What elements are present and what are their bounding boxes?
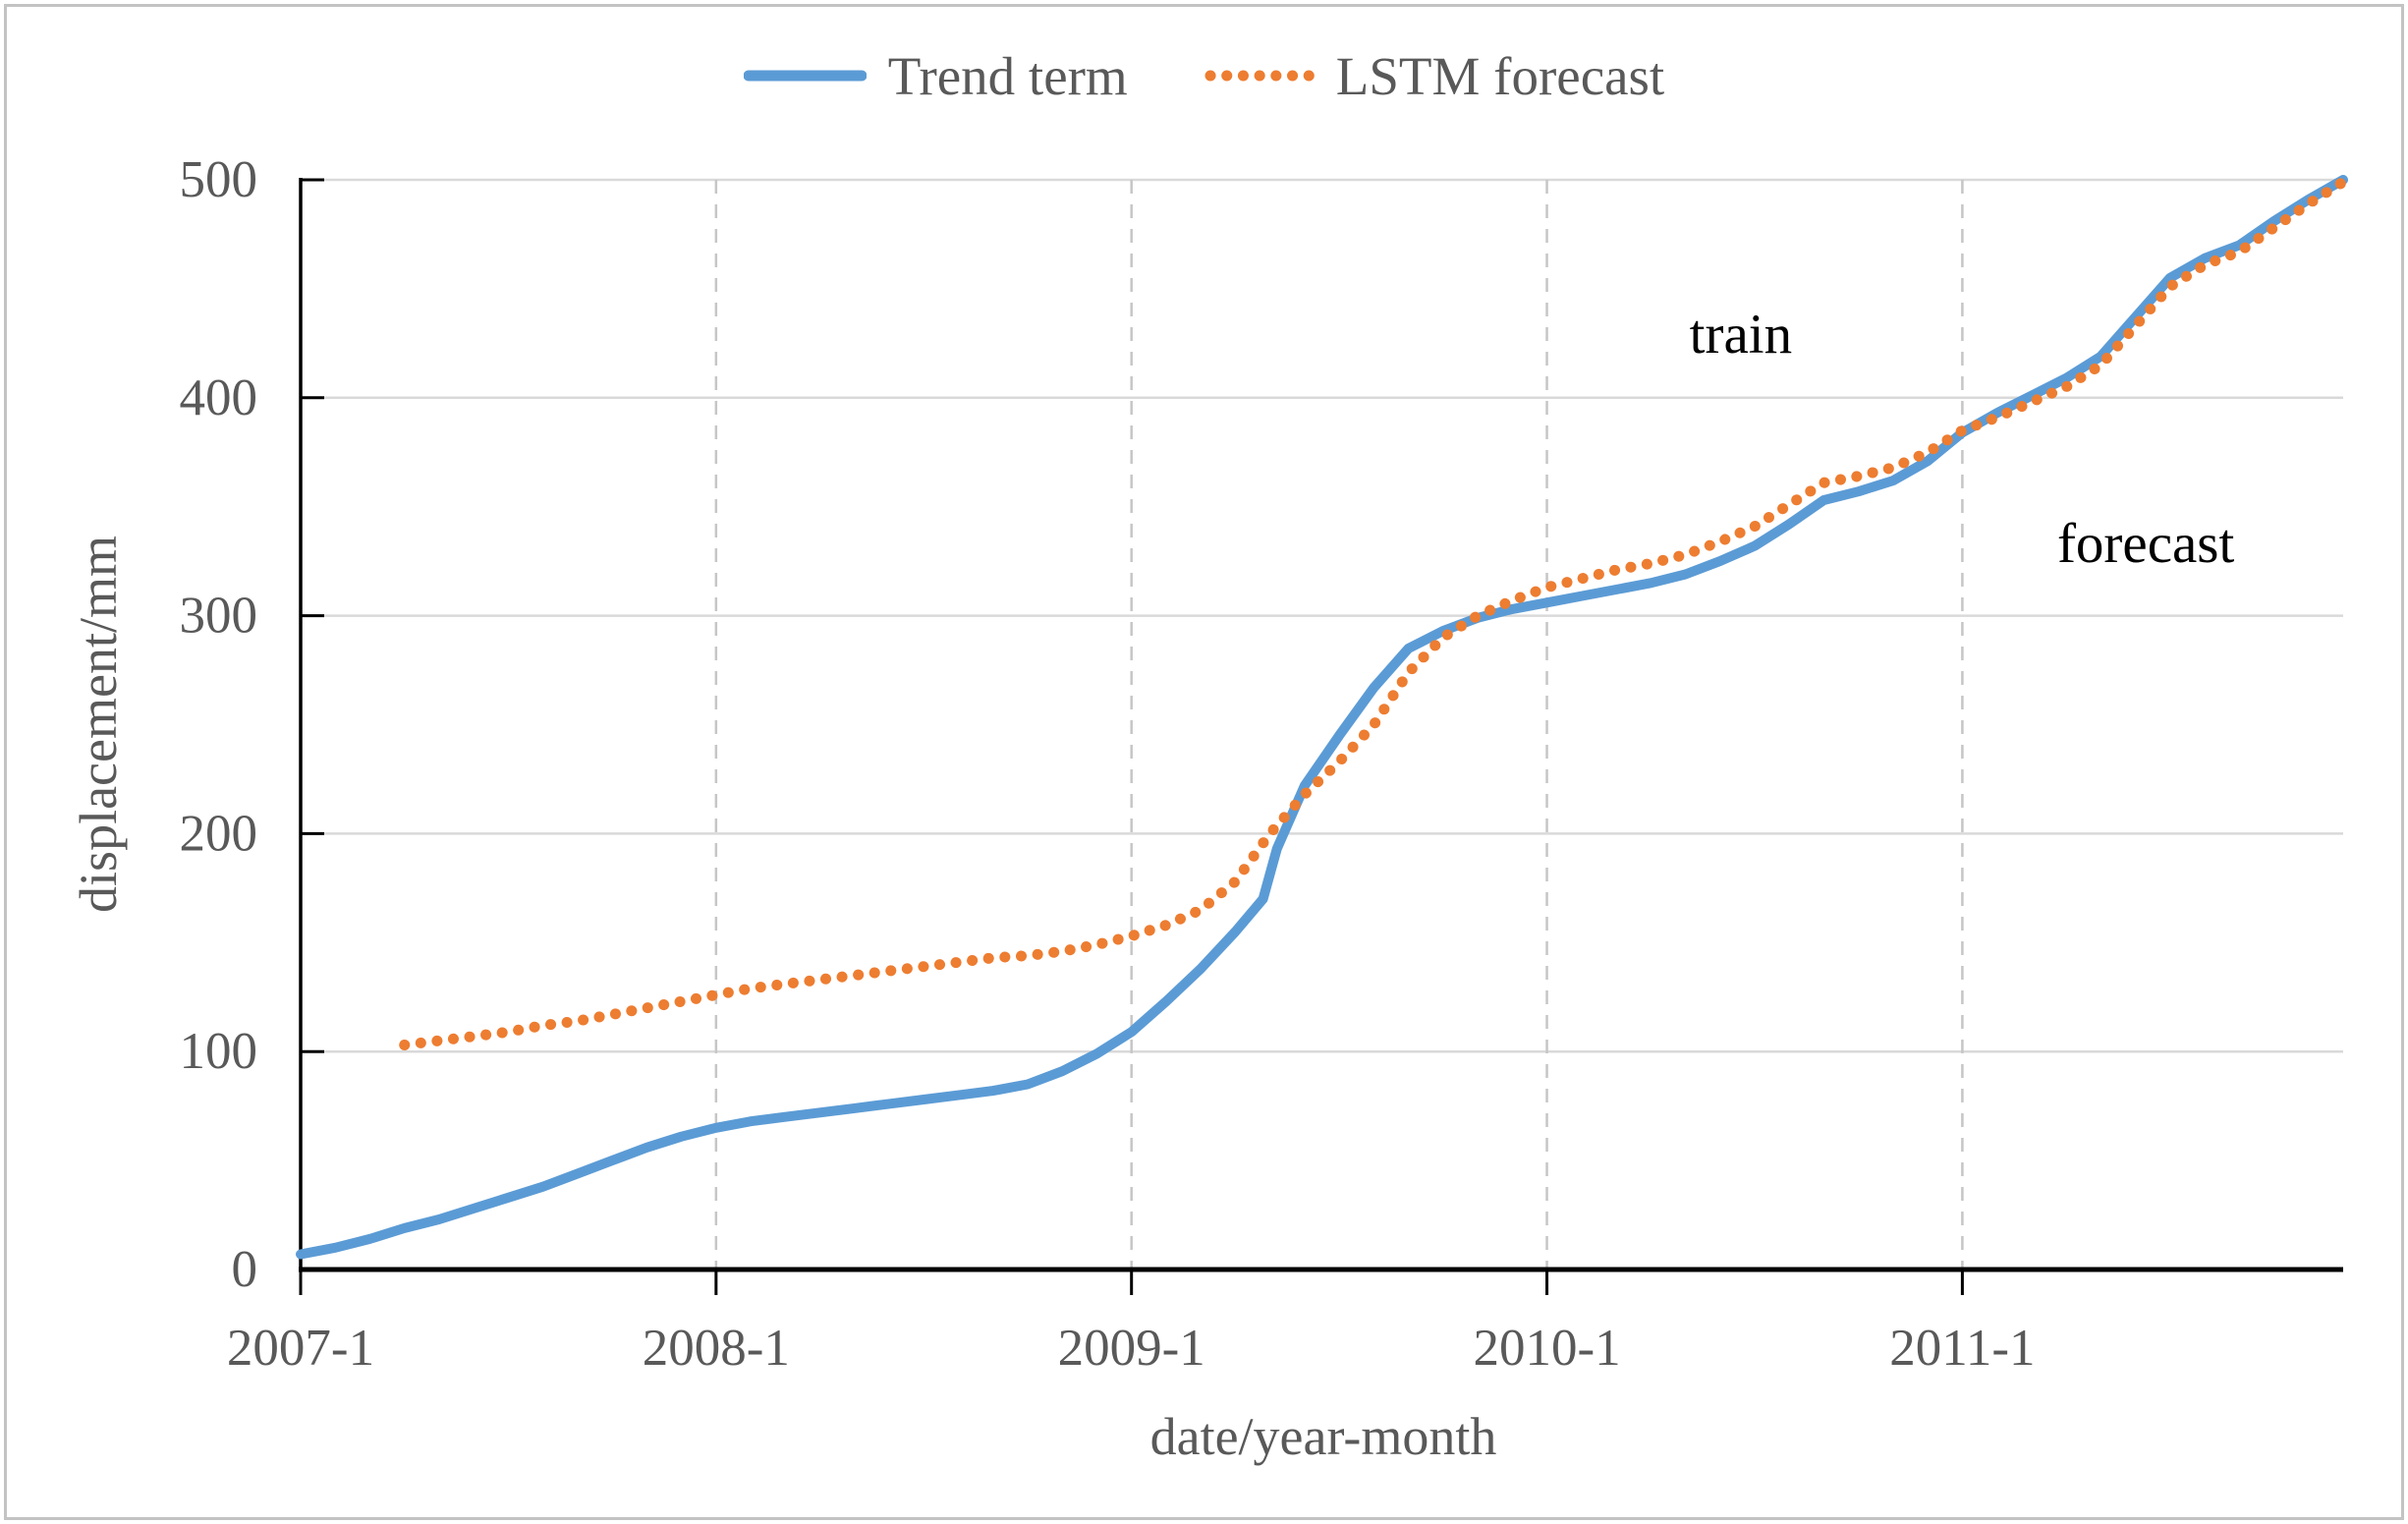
lstm-forecast-line [399,176,2349,1050]
x-tick-label-2009-1: 2009-1 [1058,1320,1205,1377]
trend-line-swatch-icon [743,70,867,82]
lstm-dots-swatch-icon [1204,70,1315,82]
x-axis-title: date/year-month [1149,1407,1497,1466]
y-tick-label-300: 300 [180,588,258,645]
y-tick-label-0: 0 [232,1241,258,1298]
legend: Trend term LSTM forecast [0,41,2408,110]
annotation-forecast: forecast [2057,513,2235,575]
legend-item-trend-term: Trend term [743,45,1128,106]
x-tick-label-2007-1: 2007-1 [227,1320,374,1377]
x-tick-label-2011-1: 2011-1 [1889,1320,2035,1377]
legend-label-lstm-forecast: LSTM forecast [1335,45,1665,106]
trend-term-line [296,175,2348,1260]
x-tick-label-2008-1: 2008-1 [643,1320,790,1377]
legend-label-trend-term: Trend term [887,45,1128,106]
y-tick-label-200: 200 [180,805,258,862]
y-tick-label-500: 500 [180,151,258,208]
x-tick-label-2010-1: 2010-1 [1473,1320,1620,1377]
legend-item-lstm-forecast: LSTM forecast [1204,45,1665,106]
y-tick-label-400: 400 [180,369,258,426]
y-axis-title: displacement/mm [69,536,128,913]
y-tick-label-100: 100 [180,1023,258,1080]
annotation-train: train [1690,304,1792,366]
